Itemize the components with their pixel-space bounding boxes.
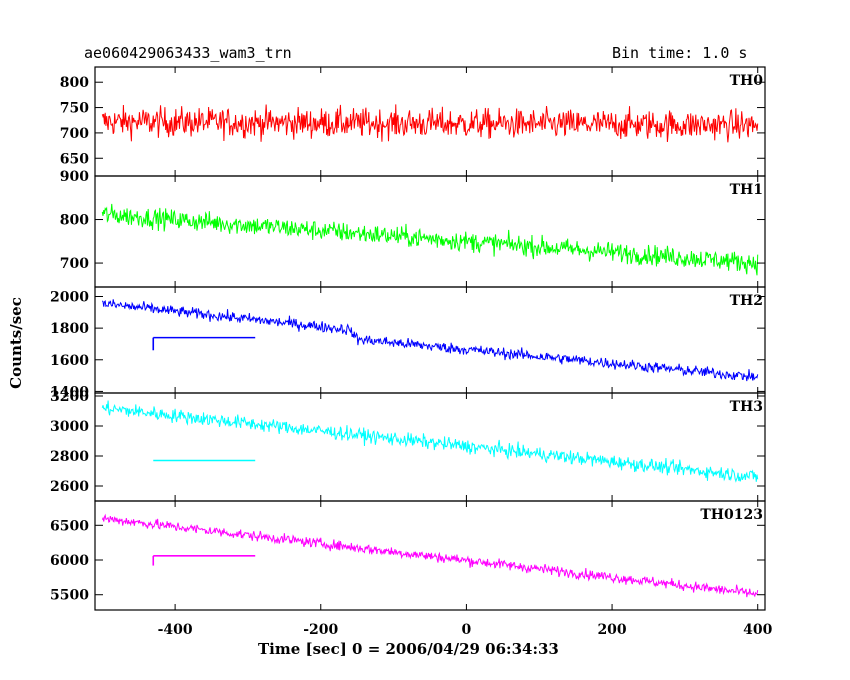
series-th2-line	[101, 299, 759, 382]
x-tick-label: 200	[597, 622, 626, 638]
panel-label-th2: TH2	[730, 293, 763, 309]
panel-frame-th2	[94, 286, 766, 394]
y-tick-label-th3: 3000	[50, 419, 89, 435]
y-tick-label-th2: 2000	[50, 289, 89, 305]
y-tick-label-th0: 650	[60, 151, 89, 167]
y-tick-label-th3: 3200	[50, 389, 89, 405]
y-tick-label-th3: 2600	[50, 479, 89, 495]
x-tick-label: 0	[462, 622, 472, 638]
y-tick-label-th0123: 5500	[50, 588, 89, 604]
panel-frame-th3	[94, 392, 766, 502]
y-axis-label: Counts/sec	[7, 297, 25, 389]
y-tick-label-th2: 1600	[50, 353, 89, 369]
series-th3-line	[101, 400, 759, 483]
panel-frame-th0123	[94, 500, 766, 611]
bin-time-label: Bin time: 1.0 s	[612, 44, 748, 62]
y-tick-label-th0: 750	[60, 101, 89, 117]
y-tick-label-th2: 1400	[50, 384, 89, 400]
y-tick-label-th0123: 6500	[50, 518, 89, 534]
y-tick-label-th1: 800	[60, 213, 89, 229]
y-tick-label-th0: 800	[60, 75, 89, 91]
panel-label-th1: TH1	[730, 182, 763, 198]
chart-title: ae060429063433_wam3_trn	[84, 44, 292, 62]
series-th0-line	[101, 104, 759, 143]
y-tick-label-th1: 700	[60, 256, 89, 272]
panel-label-th0123: TH0123	[700, 507, 763, 523]
y-tick-label-th3: 2800	[50, 449, 89, 465]
panel-frame-th1	[94, 175, 766, 288]
panel-label-th3: TH3	[730, 399, 763, 415]
x-tick-label: -400	[158, 622, 193, 638]
panel-label-th0: TH0	[730, 73, 764, 89]
y-tick-label-th0123: 6000	[50, 553, 89, 569]
x-tick-label: -200	[303, 622, 338, 638]
y-tick-label-th0: 700	[60, 126, 89, 142]
series-th1-line	[101, 203, 759, 276]
y-tick-label-th1: 900	[60, 169, 89, 185]
series-th0123-line	[101, 513, 759, 598]
x-tick-label: 400	[743, 622, 772, 638]
y-tick-label-th2: 1800	[50, 321, 89, 337]
x-axis-label: Time [sec] 0 = 2006/04/29 06:34:33	[258, 640, 559, 658]
